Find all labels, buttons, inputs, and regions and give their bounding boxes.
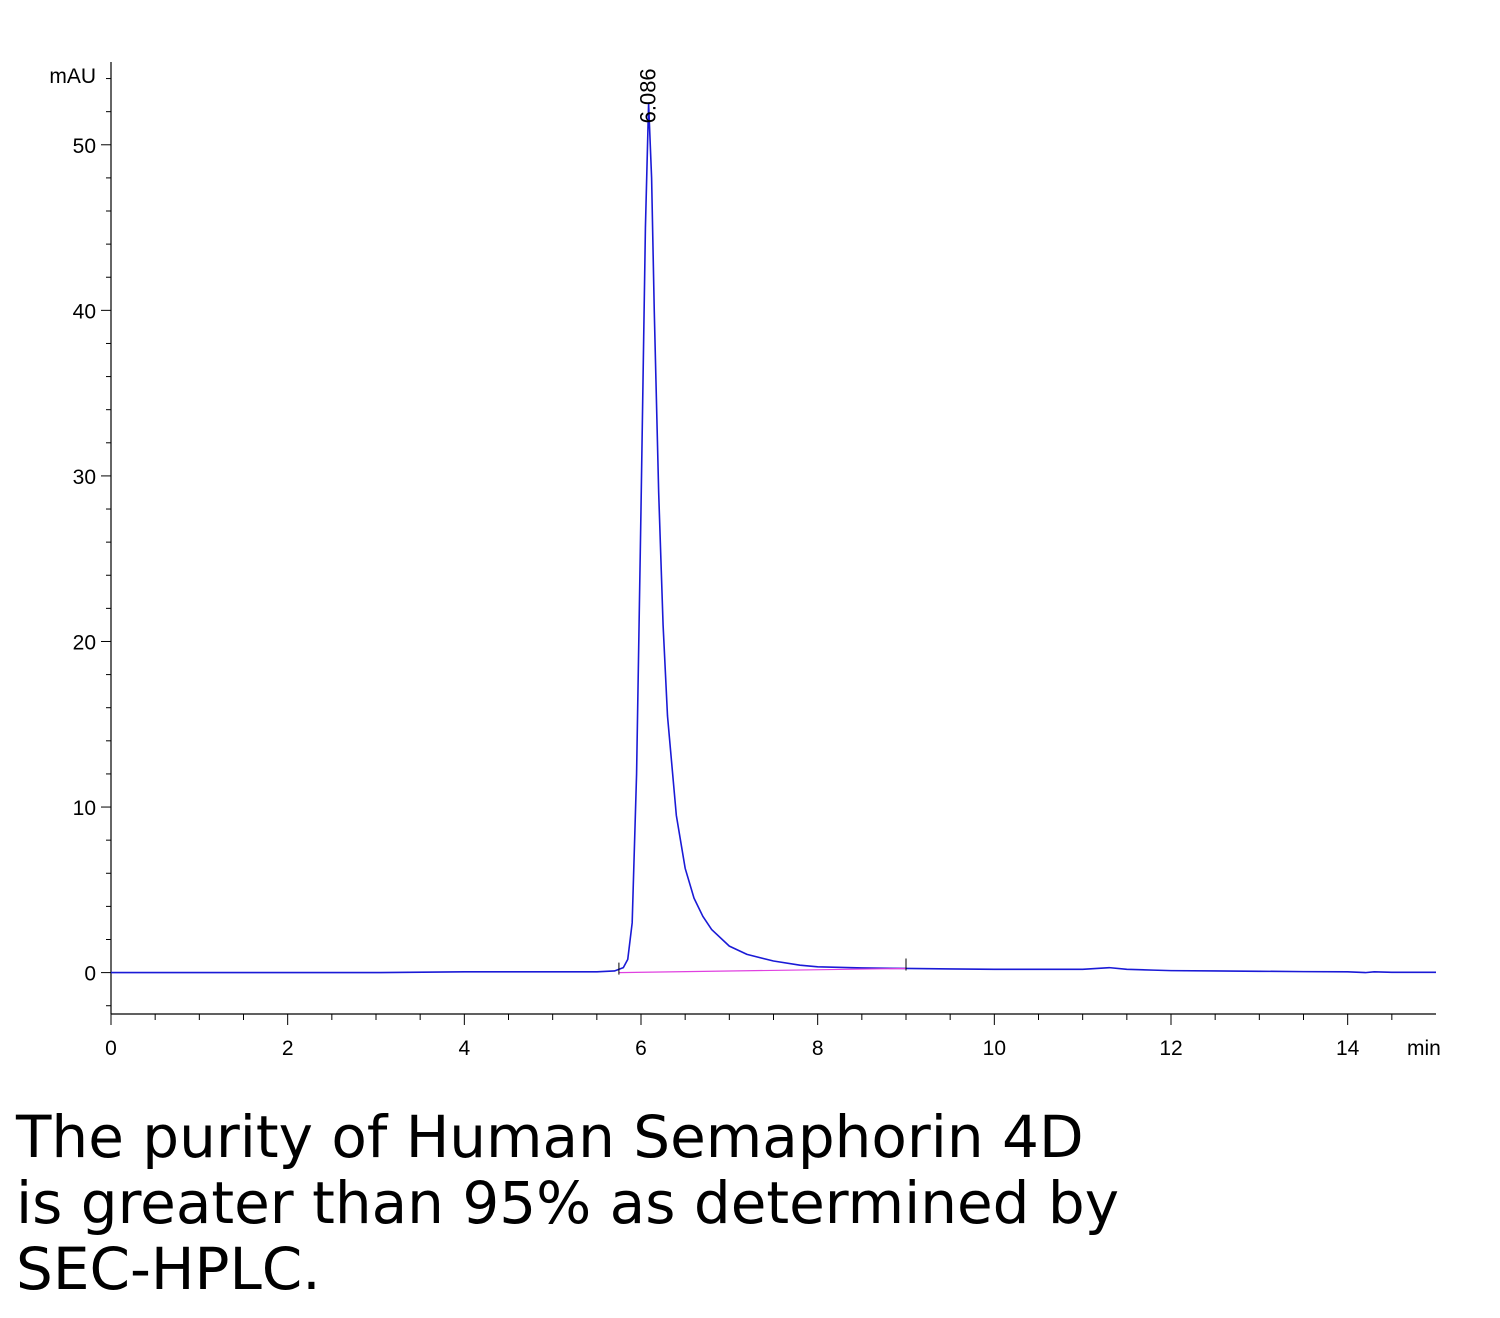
chart-series	[111, 102, 1436, 975]
y-tick-label: 40	[73, 300, 96, 323]
chromatogram-chart: 0 10 20 30 40 50 0 2 4 6 8 10 12 14 mAU min 6.086	[49, 62, 1441, 1060]
y-tick-label: 50	[73, 135, 96, 158]
signal-trace	[111, 102, 1436, 974]
chart-labels: mAU min 6.086	[49, 65, 1441, 1060]
x-axis-unit-label: min	[1407, 1037, 1441, 1060]
figure-caption: The purity of Human Semaphorin 4D is gre…	[16, 1103, 1120, 1303]
baseline-trace	[618, 967, 907, 974]
x-tick-label: 0	[105, 1037, 117, 1060]
y-axis-unit-label: mAU	[49, 65, 96, 88]
y-tick-label: 20	[73, 631, 96, 654]
chart-axes: 0 10 20 30 40 50 0 2 4 6 8 10 12 14	[73, 62, 1436, 1060]
peak-label: 6.086	[636, 68, 661, 123]
x-tick-label: 4	[458, 1037, 470, 1060]
x-tick-label: 2	[282, 1037, 294, 1060]
x-tick-label: 10	[983, 1037, 1006, 1060]
y-tick-label: 0	[84, 963, 96, 986]
x-tick-label: 14	[1336, 1037, 1360, 1060]
y-tick-label: 30	[73, 466, 96, 489]
y-tick-label: 10	[73, 797, 96, 820]
x-tick-label: 6	[635, 1037, 647, 1060]
x-tick-label: 8	[812, 1037, 824, 1060]
x-tick-label: 12	[1159, 1037, 1182, 1060]
